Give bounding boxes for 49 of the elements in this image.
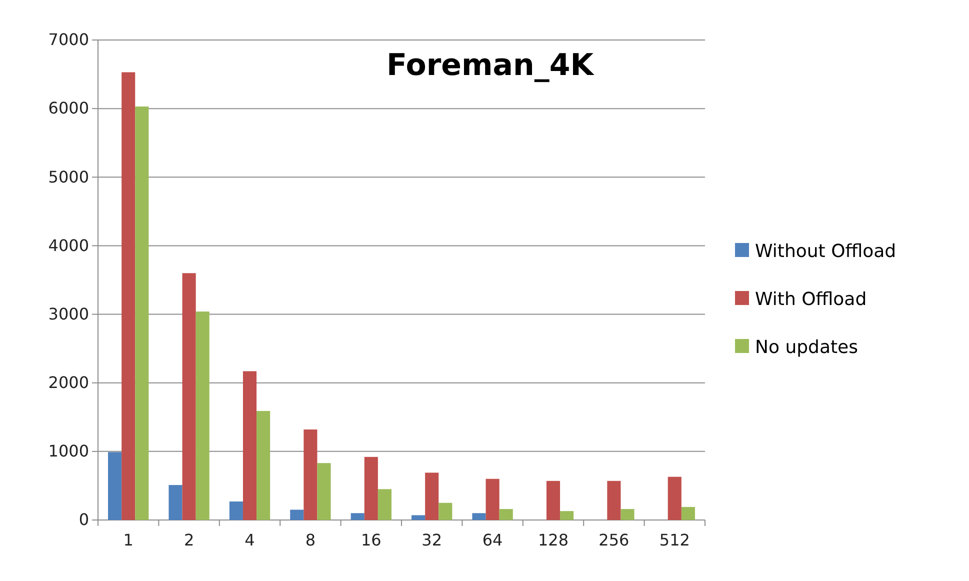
x-tick-label: 256 (598, 530, 630, 550)
y-tick-label: 4000 (48, 236, 89, 255)
legend-label: Without Offload (755, 241, 896, 262)
x-tick-label: 8 (305, 530, 316, 550)
bar (229, 501, 243, 520)
bar (499, 509, 513, 520)
x-tick-label: 16 (360, 530, 382, 550)
y-tick-label: 0 (78, 510, 89, 530)
bar (668, 476, 682, 520)
bar (438, 502, 452, 520)
legend-label: No updates (755, 337, 858, 358)
bar (681, 506, 695, 520)
bar (135, 106, 149, 520)
y-tick-label: 2000 (48, 372, 89, 392)
bar (378, 489, 392, 520)
y-tick-label: 5000 (48, 167, 89, 186)
bar (472, 513, 486, 520)
bar (546, 480, 560, 520)
bar (122, 72, 136, 520)
x-tick-label: 64 (482, 530, 503, 550)
x-tick-label: 128 (538, 530, 569, 550)
bar (486, 478, 500, 520)
x-tick-label: 1 (123, 530, 134, 550)
bar (304, 429, 318, 520)
x-tick-label: 512 (659, 530, 690, 550)
x-tick-label: 2 (184, 530, 194, 550)
y-tick-label: 1000 (48, 442, 89, 461)
bar (607, 480, 621, 520)
x-tick-label: 4 (244, 530, 255, 550)
legend-label: With Offload (755, 289, 867, 310)
bar (182, 273, 196, 520)
bar (364, 456, 378, 520)
x-tick-label: 32 (422, 530, 442, 550)
y-tick-label: 7000 (48, 30, 89, 50)
bar (290, 510, 304, 520)
y-tick-label: 3000 (48, 304, 89, 324)
bar (242, 371, 257, 520)
bar (412, 515, 426, 520)
bar (620, 509, 634, 520)
bar (560, 511, 574, 520)
bar (168, 485, 182, 520)
y-tick-label: 6000 (48, 98, 89, 118)
bar (108, 452, 122, 520)
bar (256, 410, 270, 520)
bar (196, 312, 210, 520)
bar (425, 472, 439, 520)
bar (317, 463, 331, 520)
chart-title: Foreman_4K (386, 48, 596, 83)
bar (350, 513, 364, 520)
